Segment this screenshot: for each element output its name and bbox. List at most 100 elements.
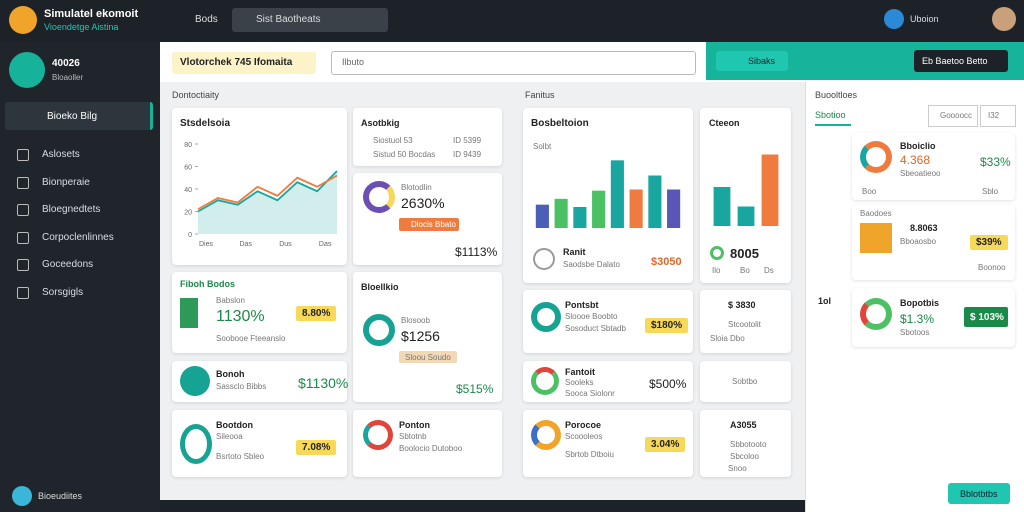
user-icon[interactable] xyxy=(884,9,904,29)
tab[interactable] xyxy=(928,105,978,127)
card-title: Bonoh xyxy=(216,369,245,379)
card-title: Fantoit xyxy=(565,367,595,377)
card-title: Cteeon xyxy=(709,118,740,128)
badge-text: Vlotorchek 745 Ifomaita xyxy=(180,57,293,68)
note: Bboaosbo xyxy=(900,237,937,246)
search-text: Ilbuto xyxy=(342,57,365,67)
row: ID 9439 xyxy=(453,150,482,159)
bar xyxy=(592,190,606,228)
sidebar-icon xyxy=(17,286,29,299)
card: $ 3830 Stcootolit Sloia Dbo xyxy=(700,290,791,353)
bar-chart xyxy=(535,160,681,228)
card: Cteeon 8005 Ilo Bo Ds xyxy=(700,108,791,283)
bottom-bar xyxy=(160,500,805,512)
card: Bboiclio 4.368 Sbeoatieoo $33% Boo Sblo xyxy=(852,133,1015,200)
footer-icon xyxy=(12,486,32,506)
donut-icon xyxy=(363,420,393,450)
action[interactable] xyxy=(716,51,788,71)
value: $515% xyxy=(456,382,494,396)
card: Bonoh Sassclo Bibbs $1130% xyxy=(172,361,349,402)
icon xyxy=(180,298,198,328)
label: Solbt xyxy=(533,142,552,151)
tag xyxy=(399,351,457,363)
avatar[interactable] xyxy=(992,7,1016,31)
card-title: Bloellkio xyxy=(361,282,399,292)
label: Sobtbo xyxy=(732,377,758,386)
sidebar-item[interactable]: Aslosets xyxy=(42,149,80,160)
card: Sobtbo xyxy=(700,361,791,402)
card: Ponton Sbtotnb Boolocio Dutoboo xyxy=(353,410,502,477)
value: $ 3830 xyxy=(728,300,756,310)
footer-button-text: Bblotbtbs xyxy=(960,489,998,499)
card-title: Pontsbt xyxy=(565,300,599,310)
sidebar-icon xyxy=(17,231,29,244)
donut-icon xyxy=(860,298,892,330)
label: Sloooe Boobto xyxy=(565,312,618,321)
note: Sbotoos xyxy=(900,328,930,337)
search[interactable] xyxy=(331,51,696,75)
card-title: Asotbkig xyxy=(361,118,400,128)
card: Pontsbt Sloooe Boobto Sosoduct Sbtadb $1… xyxy=(523,290,693,353)
header-button[interactable] xyxy=(914,50,1008,72)
sidebar-item[interactable]: Bionperaie xyxy=(42,176,90,188)
side-label: 1ol xyxy=(818,296,832,306)
y-tick-label: 60 xyxy=(184,165,192,172)
bar xyxy=(737,206,755,226)
value: $3050 xyxy=(651,256,682,268)
value: $33% xyxy=(980,155,1011,169)
top-search-text: Sist Baotheats xyxy=(256,14,321,25)
sidebar-item[interactable]: Corpoclenlinnes xyxy=(42,231,114,243)
donut-icon xyxy=(531,420,561,450)
bar xyxy=(629,189,643,228)
card: Asotbkig Siostuol 53 ID 5399 Sistud 50 B… xyxy=(353,108,502,166)
sidebar-icon xyxy=(17,259,29,271)
card: Baodoes 8.8063 Bboaosbo $39% Boonoo xyxy=(852,205,1015,280)
sidebar-item[interactable]: Sorsgigls xyxy=(42,286,84,298)
x-tick-label: Das xyxy=(239,241,252,248)
label: Sblo xyxy=(982,187,999,196)
note: Bsrtoto Sbleo xyxy=(216,452,265,461)
tab[interactable]: Sbotioo xyxy=(815,110,851,126)
note: Soobooe Fteeanslo xyxy=(216,334,286,343)
note: Sbeoatieoo xyxy=(900,169,941,178)
value: 8005 xyxy=(730,246,759,261)
active-item[interactable] xyxy=(5,102,153,130)
card-title: Porocoe xyxy=(565,420,602,430)
image-icon xyxy=(860,223,892,253)
label: Dbo xyxy=(730,334,745,343)
label: Sbbotooto xyxy=(730,440,767,449)
tab-text: I32 xyxy=(988,111,1000,120)
card: Porocoe Scoooleos Sbrtob Dtboiu 3.04% xyxy=(523,410,693,477)
label: Ds xyxy=(764,266,774,275)
label: Sooleks xyxy=(565,378,594,387)
donut-icon xyxy=(531,302,561,332)
sidebar-item[interactable]: Goceedons xyxy=(42,259,94,270)
label: Sbtotnb xyxy=(399,432,427,441)
card: Stsdelsoia 0 20 40 60 80 Dies Das Dus Das xyxy=(172,108,347,265)
card: A3055 Sbbotooto Sbcoloo Snoo xyxy=(700,410,791,477)
footer-button[interactable] xyxy=(948,483,1010,504)
bar xyxy=(761,154,779,226)
account-icon xyxy=(9,52,45,88)
header-button-text: Eb Baetoo Betto xyxy=(922,56,988,66)
value: 4.368 xyxy=(900,153,931,167)
bar-chart xyxy=(713,154,779,226)
sidebar-icon xyxy=(17,176,29,189)
tab[interactable] xyxy=(980,105,1016,127)
card: Bosbeltoion Solbt Ranit Saodsbe Dalato $… xyxy=(523,108,693,283)
value: $1130% xyxy=(298,375,349,391)
tag xyxy=(399,218,459,231)
sidebar-footer[interactable]: Bioeudiites xyxy=(38,491,83,501)
label: Ilo xyxy=(712,266,721,275)
card-title: Ponton xyxy=(399,420,430,430)
top-search[interactable] xyxy=(232,8,388,32)
donut-icon xyxy=(531,367,559,395)
nav-link[interactable]: Bods xyxy=(195,14,218,25)
section-title: Dontoctiaity xyxy=(172,90,220,100)
card: Bootdon Sileooa Bsrtoto Sbleo 7.08% xyxy=(172,410,347,477)
card-title: Fiboh Bodos xyxy=(180,279,235,289)
sidebar-item[interactable]: Bloegnedtets xyxy=(42,204,101,215)
label: Sileooa xyxy=(216,432,243,441)
line-chart: 0 20 40 60 80 Dies Das Dus Das xyxy=(184,142,338,248)
note: Boolocio Dutoboo xyxy=(399,444,463,453)
